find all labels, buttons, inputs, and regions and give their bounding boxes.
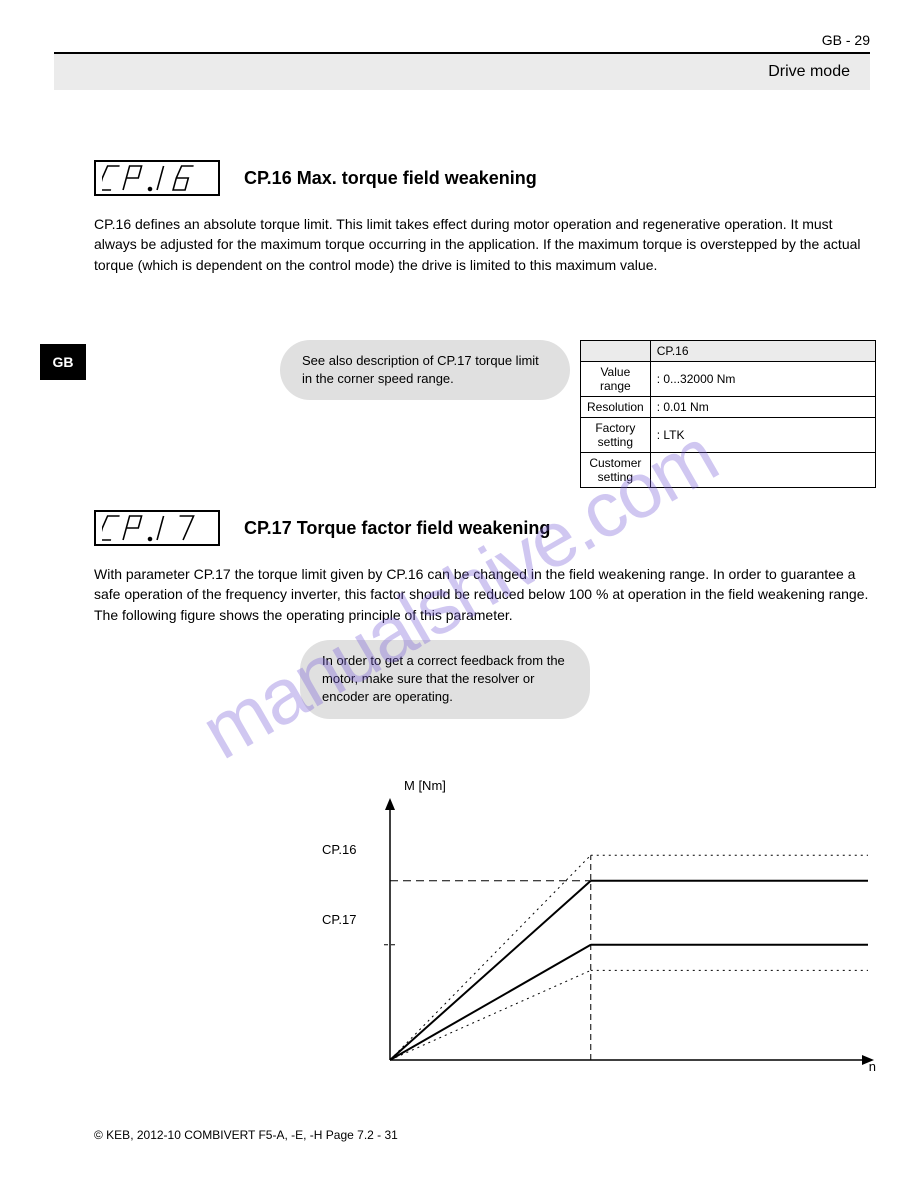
torque-chart: M [Nm] CP.16 CP.17 n xyxy=(300,780,880,1100)
table-row: Factory setting : LTK xyxy=(581,418,876,453)
inline-note-cp16: See also description of CP.17 torque lim… xyxy=(280,340,570,400)
table-cell: Value range xyxy=(581,362,651,397)
lcd-display-cp17 xyxy=(94,510,220,546)
para-cp17: With parameter CP.17 the torque limit gi… xyxy=(94,564,870,625)
table-row: Value range : 0...32000 Nm xyxy=(581,362,876,397)
section-head: CP.16 Max. torque field weakening xyxy=(94,160,870,196)
table-header xyxy=(581,341,651,362)
inline-note-cp17: In order to get a correct feedback from … xyxy=(300,640,590,719)
header-bar: Drive mode xyxy=(54,52,870,90)
table-cell: : 0.01 Nm xyxy=(650,397,875,418)
table-cell: Resolution xyxy=(581,397,651,418)
section-cp16: CP.16 Max. torque field weakening CP.16 … xyxy=(94,160,870,289)
table-cell: : LTK xyxy=(650,418,875,453)
table-row: CP.16 xyxy=(581,341,876,362)
param-table-cp16: CP.16 Value range : 0...32000 Nm Resolut… xyxy=(580,340,876,488)
axis-label-y: M [Nm] xyxy=(404,778,446,793)
chart-label-cp16: CP.16 xyxy=(322,842,356,857)
lcd-display-cp16 xyxy=(94,160,220,196)
chart-label-cp17: CP.17 xyxy=(322,912,356,927)
table-row: Resolution : 0.01 Nm xyxy=(581,397,876,418)
page-number-top: GB - 29 xyxy=(822,32,870,48)
table-header: CP.16 xyxy=(650,341,875,362)
table-cell: Factory setting xyxy=(581,418,651,453)
table-cell: : 0...32000 Nm xyxy=(650,362,875,397)
table-cell xyxy=(650,453,875,488)
table-row: Customer setting xyxy=(581,453,876,488)
axis-label-x: n xyxy=(869,1059,876,1074)
header-bar-text: Drive mode xyxy=(768,63,850,81)
section-title: CP.16 Max. torque field weakening xyxy=(244,168,537,189)
language-badge: GB xyxy=(40,344,86,380)
section-cp17: CP.17 Torque factor field weakening With… xyxy=(94,510,870,639)
section-head: CP.17 Torque factor field weakening xyxy=(94,510,870,546)
para-cp16: CP.16 defines an absolute torque limit. … xyxy=(94,214,870,275)
page-footer: © KEB, 2012-10 COMBIVERT F5-A, -E, -H Pa… xyxy=(94,1128,398,1142)
table-cell: Customer setting xyxy=(581,453,651,488)
section-title: CP.17 Torque factor field weakening xyxy=(244,518,550,539)
